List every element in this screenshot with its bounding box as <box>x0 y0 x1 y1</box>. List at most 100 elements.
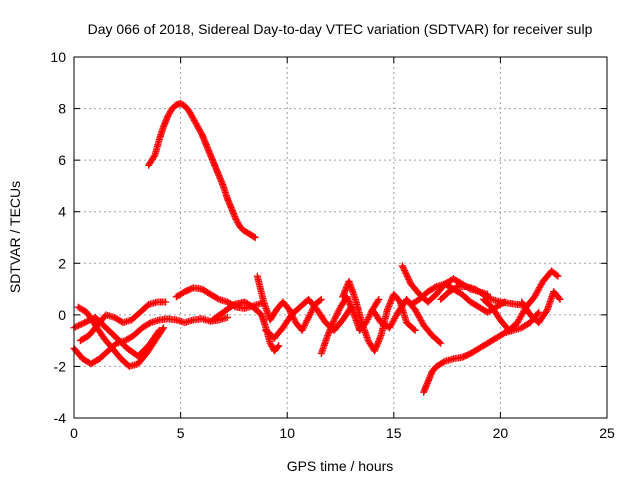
data-point <box>534 310 542 318</box>
y-tick-label: -4 <box>54 410 67 426</box>
plot-frame <box>73 56 608 419</box>
data-point <box>85 316 93 324</box>
x-axis-label: GPS time / hours <box>287 458 394 474</box>
data-point <box>364 314 372 322</box>
data-point <box>398 262 406 270</box>
data-point <box>404 274 412 282</box>
data-point <box>553 271 561 279</box>
data-point <box>302 318 310 326</box>
data-point <box>75 322 83 330</box>
data-point <box>76 321 84 329</box>
data-point <box>400 265 408 273</box>
y-axis-label: SDTVAR / TECUs <box>7 181 23 293</box>
data-point <box>251 234 259 241</box>
data-point <box>556 295 564 303</box>
data-point <box>535 308 543 316</box>
x-tick-label: 5 <box>177 425 185 441</box>
data-point <box>250 233 258 241</box>
axis-ticks: 0 5 10 15 20 25 -4 -2 0 2 4 6 8 10 <box>50 49 615 441</box>
data-point <box>81 319 89 327</box>
data-point <box>154 328 162 336</box>
data-point <box>435 338 443 346</box>
y-tick-label: 4 <box>58 204 66 220</box>
data-point <box>224 313 232 321</box>
x-tick-label: 10 <box>279 425 295 441</box>
data-point <box>150 152 158 160</box>
data-point <box>452 283 460 291</box>
data-point <box>78 320 86 328</box>
data-point <box>364 315 372 323</box>
y-tick-label: 0 <box>58 307 66 323</box>
data-point <box>399 263 407 271</box>
data-point <box>402 269 410 277</box>
data-point <box>214 295 222 303</box>
data-point <box>197 129 205 137</box>
data-point <box>301 320 309 328</box>
data-point <box>300 323 308 331</box>
data-point <box>333 311 341 319</box>
y-tick-label: 2 <box>58 255 66 271</box>
data-point <box>87 316 95 324</box>
data-point <box>316 296 324 304</box>
data-point <box>400 266 408 274</box>
data-point <box>275 342 283 350</box>
data-point <box>317 295 325 303</box>
data-point <box>437 339 445 347</box>
data-point <box>486 295 494 303</box>
data-point <box>332 313 340 321</box>
data-point <box>331 314 339 322</box>
data-point <box>401 268 409 276</box>
y-tick-label: 6 <box>58 152 66 168</box>
data-point <box>333 310 341 318</box>
data-point <box>554 272 562 280</box>
grid <box>74 57 607 418</box>
data-point <box>285 306 293 314</box>
data-point <box>82 318 90 326</box>
data-point <box>79 319 87 327</box>
data-point <box>403 271 411 279</box>
data-point <box>395 297 403 305</box>
y-tick-label: 8 <box>58 101 66 117</box>
data-point <box>73 322 81 330</box>
data-point <box>305 312 313 320</box>
data-point <box>304 315 312 323</box>
data-point <box>440 358 448 366</box>
data-point <box>303 317 311 325</box>
chart-title: Day 066 of 2018, Sidereal Day-to-day VTE… <box>88 21 593 37</box>
data-point <box>308 307 316 315</box>
data-point <box>160 324 168 332</box>
data-point <box>155 326 163 334</box>
data-point <box>301 321 309 329</box>
data-point <box>375 295 383 303</box>
y-tick-label: -2 <box>54 358 67 374</box>
data-point <box>431 283 439 291</box>
x-tick-label: 20 <box>493 425 509 441</box>
data-point <box>84 317 92 325</box>
data-point <box>555 294 563 302</box>
data-points <box>70 99 564 396</box>
data-point <box>542 307 550 315</box>
data-point <box>274 343 282 351</box>
y-tick-label: 10 <box>50 49 66 65</box>
data-point <box>307 309 315 317</box>
data-point <box>410 325 418 333</box>
data-point <box>305 313 313 321</box>
data-point <box>411 326 419 334</box>
data-point <box>334 308 342 316</box>
data-point <box>298 326 306 334</box>
data-point <box>159 325 167 333</box>
x-tick-label: 0 <box>70 425 78 441</box>
data-point <box>162 298 170 306</box>
data-point <box>72 323 80 331</box>
data-point <box>299 325 307 333</box>
data-point <box>306 310 314 318</box>
x-tick-label: 15 <box>386 425 402 441</box>
data-point <box>403 272 411 280</box>
data-point <box>405 277 413 285</box>
data-point <box>330 316 338 324</box>
data-point <box>335 306 343 314</box>
x-tick-label: 25 <box>599 425 615 441</box>
data-point <box>145 319 153 327</box>
data-point <box>365 312 373 320</box>
